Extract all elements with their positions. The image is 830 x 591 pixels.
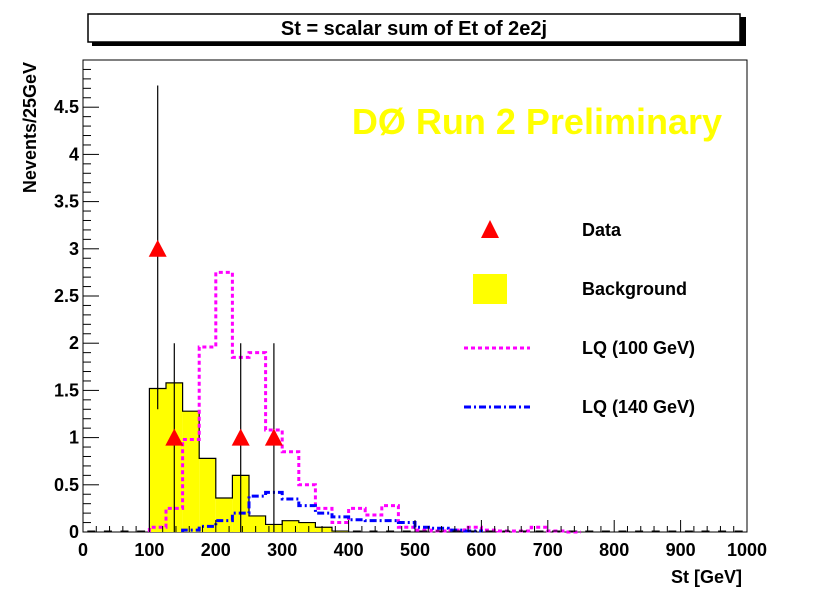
y-tick-label: 3 [69, 239, 79, 259]
x-tick-label: 100 [134, 540, 164, 560]
lq100-histogram [147, 270, 581, 534]
x-tick-label: 500 [400, 540, 430, 560]
legend-data-triangle [481, 220, 499, 238]
x-tick-label: 600 [466, 540, 496, 560]
y-tick-label: 0 [69, 522, 79, 542]
x-axis: 0 100 200 300 400 500 600 700 800 900 1000 [78, 520, 767, 560]
y-tick-label: 3.5 [54, 192, 79, 212]
y-tick-label: 4 [69, 144, 79, 164]
background-bar [282, 520, 299, 532]
y-axis-title: Nevents/25GeV [20, 62, 40, 193]
y-tick-label: 0.5 [54, 475, 79, 495]
x-tick-label: 800 [599, 540, 629, 560]
x-tick-label: 1000 [727, 540, 767, 560]
data-point-triangle [264, 428, 283, 446]
background-bar [199, 458, 216, 532]
legend: Data Background LQ (100 GeV) LQ (140 GeV) [464, 220, 695, 417]
background-bar [298, 522, 316, 532]
background-outline [148, 382, 350, 532]
y-tick-label: 2 [69, 333, 79, 353]
legend-label-lq100: LQ (100 GeV) [582, 338, 695, 358]
title-box: St = scalar sum of Et of 2e2j [87, 13, 746, 46]
data-points [148, 85, 283, 532]
x-tick-label: 0 [78, 540, 88, 560]
lq140-line [181, 490, 483, 533]
run2-preliminary-watermark: DØ Run 2 Preliminary [352, 101, 722, 142]
background-bar [215, 498, 233, 532]
background-bar [315, 527, 332, 532]
background-bar [149, 388, 166, 532]
legend-background-swatch [473, 274, 507, 304]
y-tick-label: 1.5 [54, 380, 79, 400]
background-bar [249, 515, 266, 532]
background-histogram [148, 382, 350, 532]
y-tick-label: 4.5 [54, 97, 79, 117]
x-tick-label: 400 [334, 540, 364, 560]
data-point-triangle [165, 428, 184, 446]
lq140-histogram [181, 490, 483, 533]
data-point-triangle [148, 239, 167, 257]
title-box-frame [87, 13, 741, 43]
chart-title: St = scalar sum of Et of 2e2j [281, 18, 547, 40]
legend-label-data: Data [582, 220, 622, 240]
x-tick-label: 700 [533, 540, 563, 560]
y-tick-label: 1 [69, 428, 79, 448]
background-bar [182, 411, 200, 532]
x-tick-label: 900 [666, 540, 696, 560]
y-tick-label: 2.5 [54, 286, 79, 306]
x-axis-title: St [GeV] [671, 567, 742, 587]
legend-label-background: Background [582, 279, 687, 299]
x-tick-label: 200 [201, 540, 231, 560]
legend-label-lq140: LQ (140 GeV) [582, 397, 695, 417]
lq100-line [147, 270, 581, 534]
data-point-triangle [231, 428, 250, 446]
x-tick-label: 300 [267, 540, 297, 560]
y-axis: 0 0.5 1 1.5 2 2.5 3 3.5 4 4.5 [54, 68, 99, 542]
